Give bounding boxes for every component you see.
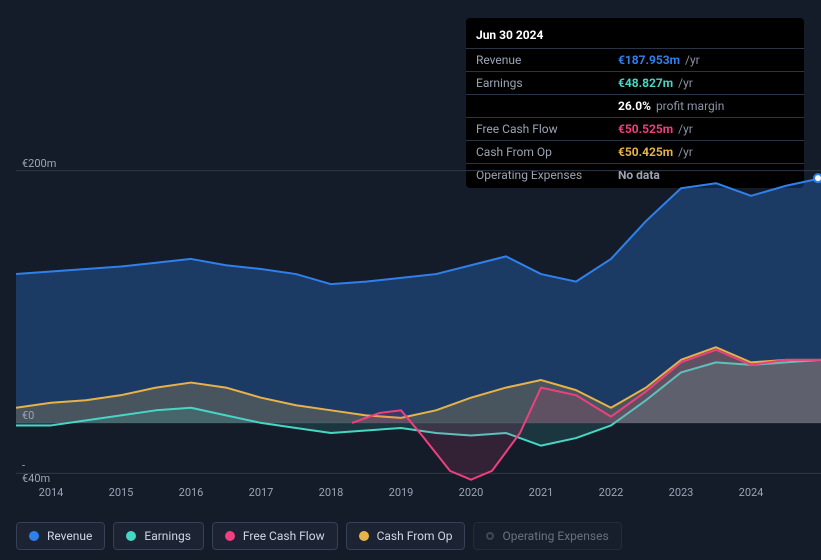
- tooltip-row-value: 26.0% profit margin: [608, 95, 804, 118]
- tooltip-row: Revenue€187.953m /yr: [466, 49, 804, 72]
- legend-item-cash-from-op[interactable]: Cash From Op: [346, 522, 466, 550]
- x-axis-label: 2021: [529, 486, 554, 499]
- legend-item-operating-expenses[interactable]: Operating Expenses: [473, 522, 621, 550]
- legend-label: Cash From Op: [377, 529, 453, 543]
- legend-swatch: [126, 531, 136, 541]
- tooltip-row-label: [466, 95, 608, 118]
- chart: 2014 2015 2016 2017 2018 2019 2020 2021 2022 2023…: [0, 158, 821, 558]
- tooltip-row: Earnings€48.827m /yr: [466, 72, 804, 95]
- legend-item-earnings[interactable]: Earnings: [113, 522, 204, 550]
- legend-label: Operating Expenses: [502, 529, 608, 543]
- legend-label: Free Cash Flow: [243, 529, 325, 543]
- x-axis-label: 2024: [739, 486, 764, 499]
- legend-item-revenue[interactable]: Revenue: [16, 522, 105, 550]
- x-axis-label: 2019: [389, 486, 414, 499]
- tooltip-row-label: Revenue: [466, 49, 608, 72]
- legend-swatch: [225, 531, 235, 541]
- x-axis-label: 2022: [599, 486, 624, 499]
- tooltip-row: 26.0% profit margin: [466, 95, 804, 118]
- legend-swatch: [486, 532, 494, 540]
- x-axis-label: 2015: [109, 486, 134, 499]
- legend-label: Earnings: [144, 529, 191, 543]
- x-axis-label: 2017: [249, 486, 274, 499]
- x-axis-label: 2016: [179, 486, 204, 499]
- tooltip-row-value: €50.525m /yr: [608, 118, 804, 141]
- legend-swatch: [29, 531, 39, 541]
- x-axis-label: 2023: [669, 486, 694, 499]
- tooltip-title: Jun 30 2024: [466, 20, 804, 48]
- tooltip-row-label: Free Cash Flow: [466, 118, 608, 141]
- x-axis-label: 2020: [459, 486, 484, 499]
- chart-svg: [16, 158, 821, 486]
- tooltip-row-label: Earnings: [466, 72, 608, 95]
- x-axis-label: 2014: [39, 486, 64, 499]
- tooltip-row-value: €48.827m /yr: [608, 72, 804, 95]
- tooltip-row-value: €187.953m /yr: [608, 49, 804, 72]
- legend-item-free-cash-flow[interactable]: Free Cash Flow: [212, 522, 338, 550]
- revenue-end-marker: [814, 174, 821, 182]
- x-axis-label: 2018: [319, 486, 344, 499]
- legend-label: Revenue: [47, 529, 92, 543]
- tooltip-row: Free Cash Flow€50.525m /yr: [466, 118, 804, 141]
- legend-swatch: [359, 531, 369, 541]
- legend: Revenue Earnings Free Cash Flow Cash From O…: [16, 522, 622, 550]
